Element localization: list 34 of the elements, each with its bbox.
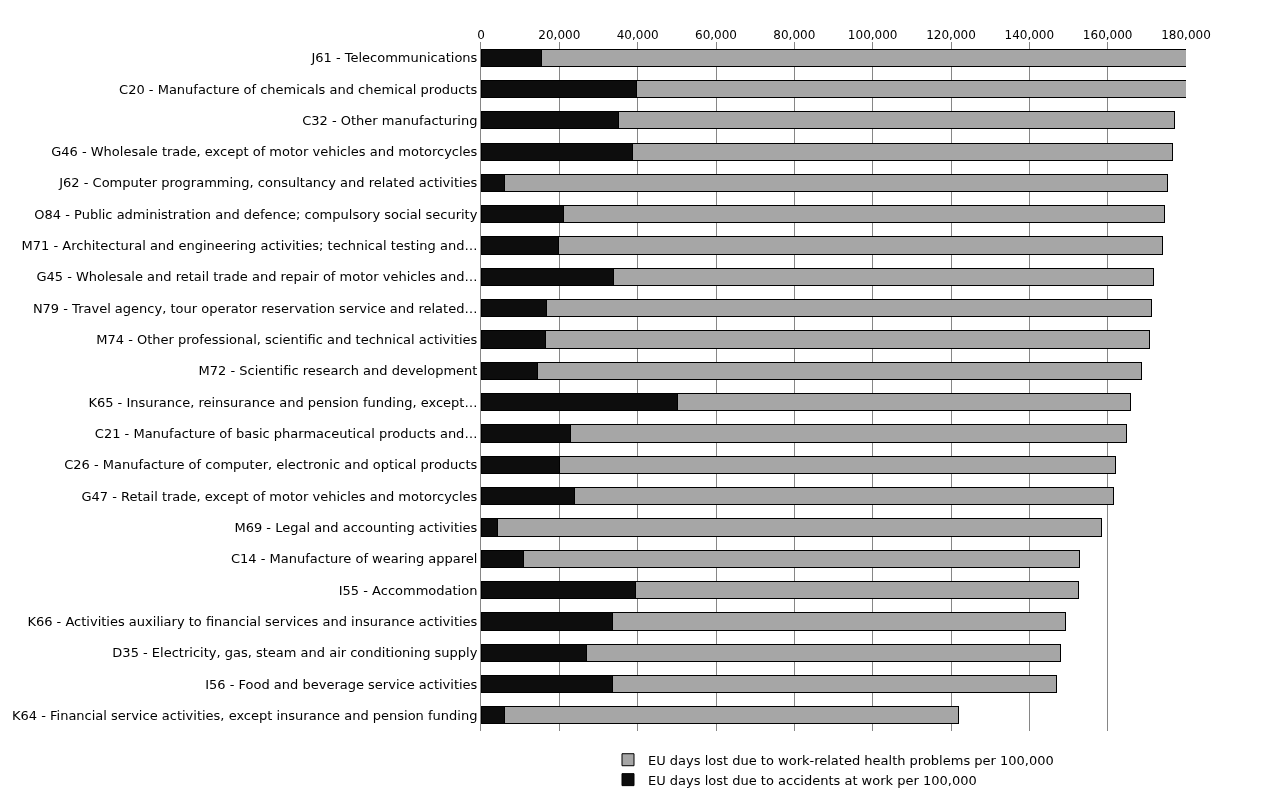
y-tick-label: C14 - Manufacture of wearing apparel [230,551,478,567]
y-tick-label: I55 - Accommodation [338,582,478,598]
y-tick-label: M71 - Architectural and engineering activities; technical testing and… [21,238,478,254]
y-tick-label: G47 - Retail trade, except of motor vehicles and motorcycles [81,488,478,504]
x-tick-label: 180,000 [1161,27,1211,42]
y-tick-label: C32 - Other manufacturing [302,112,478,128]
y-tick-label: G45 - Wholesale and retail trade and repair of motor vehicles and… [36,269,478,285]
x-tick-label: 120,000 [926,27,976,42]
y-tick-label: I56 - Food and beverage service activities [205,676,478,692]
y-tick-label: C21 - Manufacture of basic pharmaceutical products and… [94,426,478,442]
x-tick-label: 140,000 [1004,27,1055,42]
y-tick-label: K66 - Activities auxiliary to financial services and insurance activities [27,613,478,629]
y-tick-label: M69 - Legal and accounting activities [234,519,478,535]
y-tick-label: J61 - Telecommunications [310,50,478,66]
x-tick-label: 40,000 [616,27,659,42]
y-tick-label: K65 - Insurance, reinsurance and pension funding, except… [88,394,478,410]
x-tick-label: 0 [477,27,485,42]
y-tick-label: C26 - Manufacture of computer, electronic and optical products [64,457,478,473]
x-tick-label: 60,000 [695,27,737,42]
legend-label: EU days lost due to accidents at work per 100,000 [648,772,977,788]
y-tick-label: G46 - Wholesale trade, except of motor vehicles and motorcycles [51,144,478,160]
y-tick-label: O84 - Public administration and defence; compulsory social security [34,206,478,222]
x-tick-label: 160,000 [1082,27,1133,42]
x-tick-label: 80,000 [773,27,816,42]
y-tick-label: D35 - Electricity, gas, steam and air conditioning supply [112,645,478,661]
y-tick-label: J62 - Computer programming, consultancy and related activities [58,175,478,191]
y-tick-label: M74 - Other professional, scientific and technical activities [96,332,478,348]
y-tick-label: M72 - Scientific research and development [198,363,478,379]
legend-label: EU days lost due to work-related health problems per 100,000 [648,752,1054,768]
y-tick-label: K64 - Financial service activities, except insurance and pension funding [11,707,478,723]
x-tick-label: 100,000 [847,27,898,42]
y-tick-label: C20 - Manufacture of chemicals and chemical products [119,81,478,97]
x-tick-label: 20,000 [538,27,581,42]
y-tick-label: N79 - Travel agency, tour operator reservation service and related… [32,300,478,316]
